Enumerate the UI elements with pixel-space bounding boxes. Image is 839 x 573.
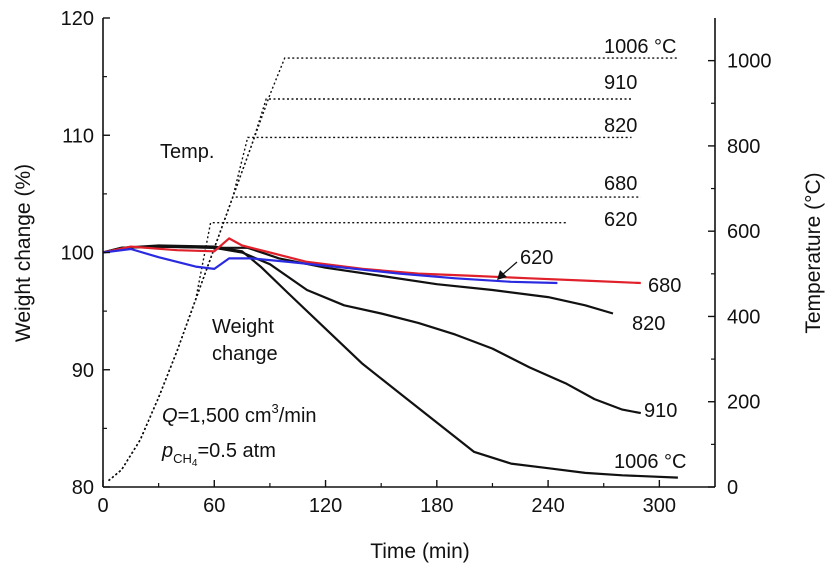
weight-label-620: 620 bbox=[520, 247, 553, 269]
weight-label-620-arrowhead bbox=[497, 270, 507, 280]
weight-label-1006: 1006 °C bbox=[614, 451, 687, 473]
y-right-tick-label: 200 bbox=[727, 392, 760, 414]
y-left-axis-title: Weight change (%) bbox=[12, 164, 35, 342]
y-right-tick-label: 800 bbox=[727, 136, 760, 158]
x-tick-label: 240 bbox=[531, 495, 564, 517]
weight-label-910: 910 bbox=[644, 400, 677, 422]
temperature-curve bbox=[108, 221, 567, 482]
y-right-tick-label: 1000 bbox=[727, 51, 772, 73]
x-tick-label: 0 bbox=[97, 495, 108, 517]
temp-label-820: 820 bbox=[604, 115, 637, 137]
y-left-tick-label: 100 bbox=[61, 243, 94, 265]
weight-change-curve bbox=[102, 244, 678, 479]
x-tick-label: 120 bbox=[309, 495, 342, 517]
weight-curves bbox=[102, 237, 678, 479]
x-tick-label: 60 bbox=[203, 495, 225, 517]
flow-exponent: 3 bbox=[272, 401, 279, 416]
pressure-p-symbol: p bbox=[161, 440, 173, 462]
weight-change-curve bbox=[102, 237, 641, 285]
temp-label-680: 680 bbox=[604, 173, 637, 195]
weight-label-620-pointer bbox=[501, 261, 518, 276]
y-right-tick-label: 0 bbox=[727, 477, 738, 499]
temperature-curves bbox=[108, 57, 678, 482]
y-right-tick-label: 600 bbox=[727, 221, 760, 243]
temp-label-910: 910 bbox=[604, 72, 637, 94]
temperature-annotation: Temp. bbox=[160, 141, 214, 163]
pressure-value: =0.5 atm bbox=[197, 440, 275, 462]
pressure-sub-4: 4 bbox=[192, 458, 198, 469]
weight-change-annotation-line2: change bbox=[212, 343, 278, 365]
y-right-tick-label: 400 bbox=[727, 306, 760, 328]
x-tick-label: 180 bbox=[420, 495, 453, 517]
flow-unit: /min bbox=[279, 405, 317, 427]
y-right-axis-title: Temperature (°C) bbox=[802, 172, 825, 333]
y-left-tick-label: 120 bbox=[61, 8, 94, 30]
weight-label-680: 680 bbox=[648, 275, 681, 297]
temp-label-1006: 1006 °C bbox=[604, 36, 677, 58]
weight-change-curve bbox=[102, 245, 614, 315]
weight-label-820: 820 bbox=[632, 313, 665, 335]
pressure-sub-ch: CH bbox=[173, 451, 192, 466]
flow-q-symbol: Q bbox=[162, 405, 178, 427]
pressure-annotation: pCH4=0.5 atm bbox=[161, 440, 276, 469]
flow-value: =1,500 cm bbox=[178, 405, 272, 427]
weight-change-curve bbox=[102, 247, 558, 285]
y-left-tick-label: 110 bbox=[62, 125, 94, 147]
x-tick-label: 300 bbox=[643, 495, 676, 517]
flow-rate-annotation: Q=1,500 cm3/min bbox=[162, 401, 317, 427]
y-left-tick-label: 80 bbox=[72, 477, 94, 499]
temp-label-620: 620 bbox=[604, 209, 637, 231]
weight-change-annotation-line1: Weight bbox=[212, 316, 274, 338]
x-axis-title: Time (min) bbox=[370, 540, 470, 563]
y-left-tick-label: 90 bbox=[72, 360, 94, 382]
tick-marks: 0 60 120 180 240 300 80 90 100 110 120 0 200 400 600 80… bbox=[61, 8, 772, 517]
